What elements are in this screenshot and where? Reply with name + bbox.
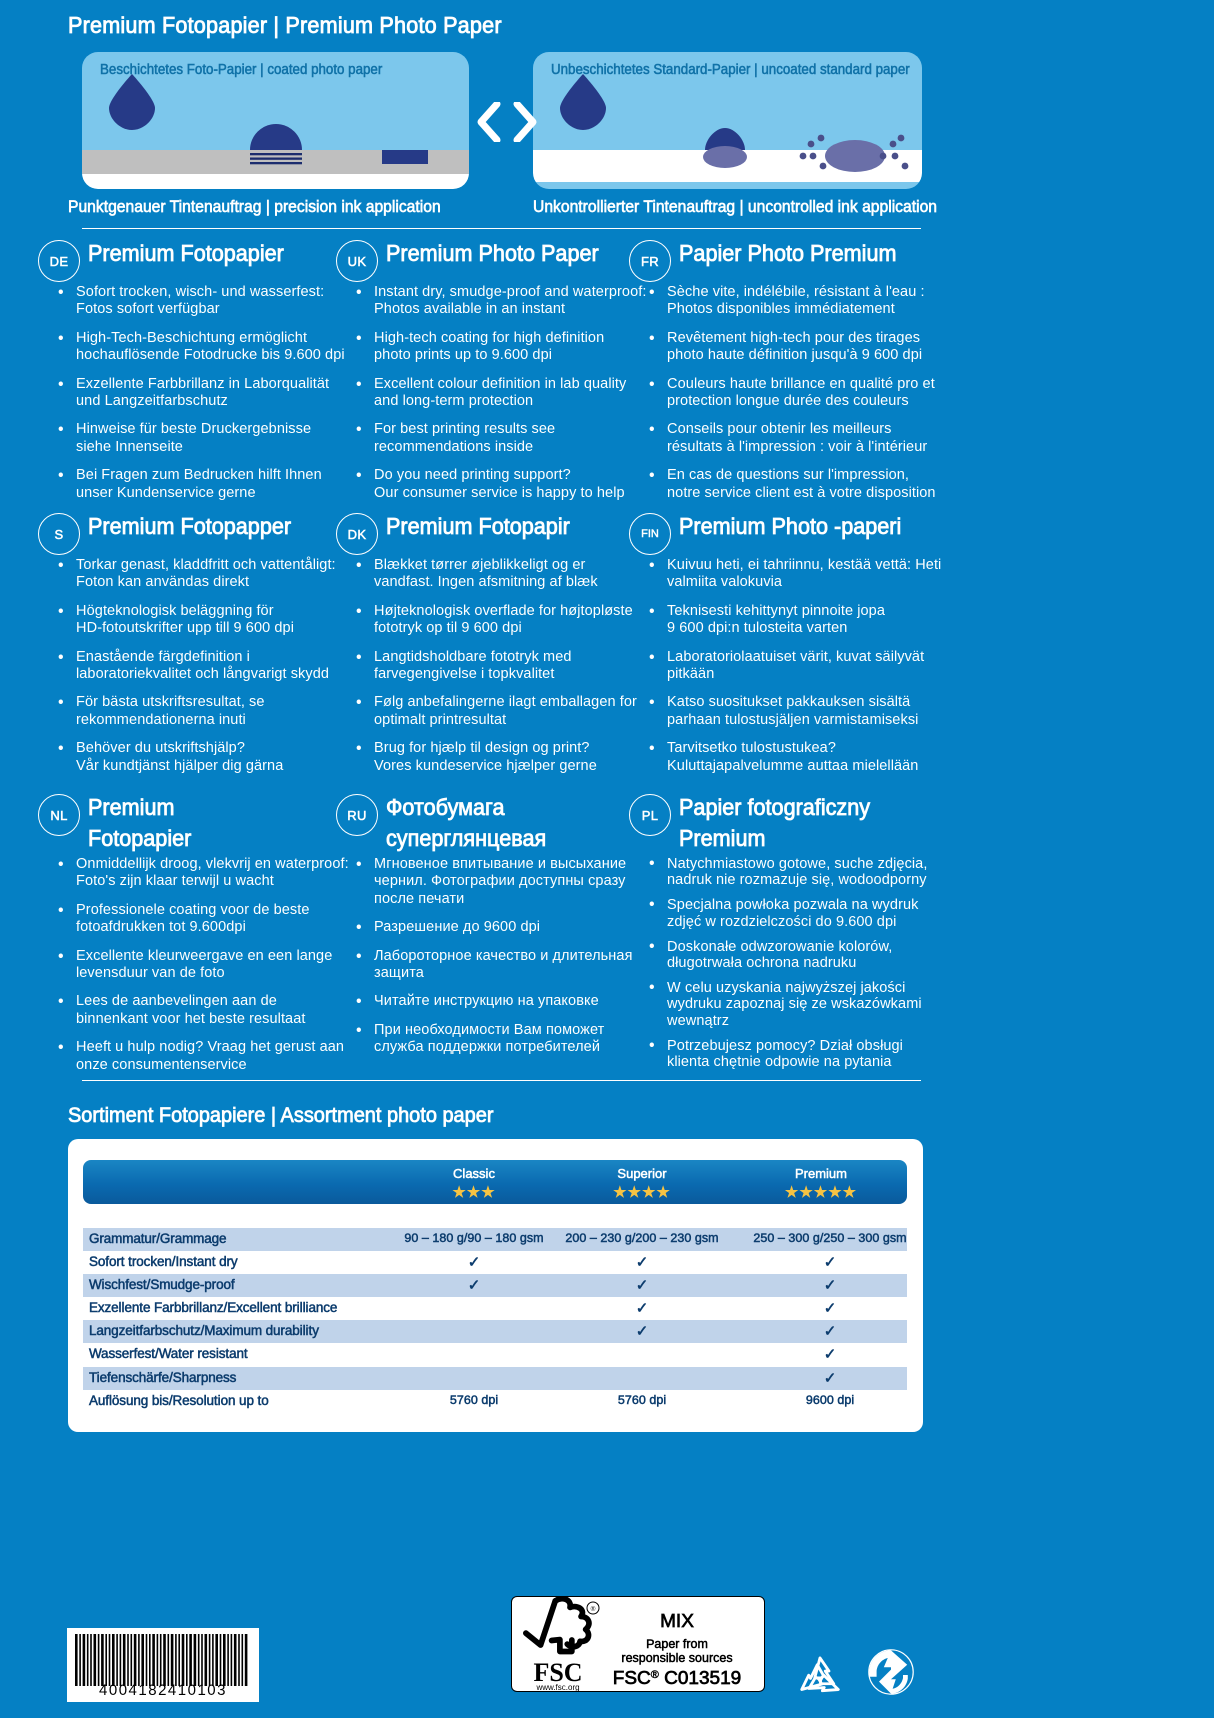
- svg-text:responsible sources: responsible sources: [621, 1651, 733, 1666]
- svg-text:www.fsc.org: www.fsc.org: [535, 1683, 579, 1692]
- svg-text:MIX: MIX: [660, 1611, 694, 1632]
- svg-text:®: ®: [591, 1606, 597, 1613]
- svg-text:Paper from: Paper from: [646, 1637, 708, 1652]
- svg-text:FSC® C013519: FSC® C013519: [613, 1668, 742, 1689]
